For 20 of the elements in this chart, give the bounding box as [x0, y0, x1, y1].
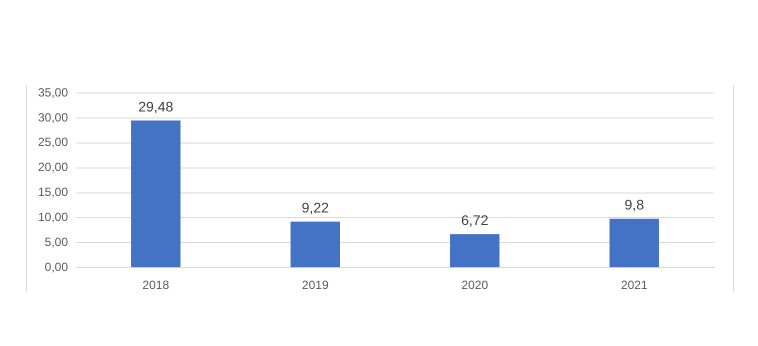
y-tick-label: 10,00 [38, 210, 68, 224]
bar [610, 218, 659, 268]
y-tick-label: 0,00 [44, 260, 68, 274]
x-tick-label: 2018 [142, 278, 170, 292]
y-tick-label: 5,00 [44, 234, 68, 249]
bar [131, 120, 180, 268]
bar [290, 222, 340, 268]
bar [450, 234, 500, 268]
y-tick-label: 30,00 [38, 110, 68, 124]
y-tick-label: 25,00 [38, 135, 68, 150]
y-tick-label: 15,00 [38, 185, 68, 200]
x-tick-label: 2020 [461, 278, 488, 292]
x-tick-label: 2021 [620, 278, 648, 292]
x-tick-label: 2019 [302, 278, 329, 292]
data-label: 9,8 [624, 196, 644, 213]
data-label: 9,22 [302, 199, 330, 216]
data-label: 6,72 [461, 212, 489, 228]
y-tick-label: 35,00 [38, 85, 68, 100]
data-label: 29,48 [138, 98, 174, 114]
y-tick-label: 20,00 [38, 160, 68, 174]
